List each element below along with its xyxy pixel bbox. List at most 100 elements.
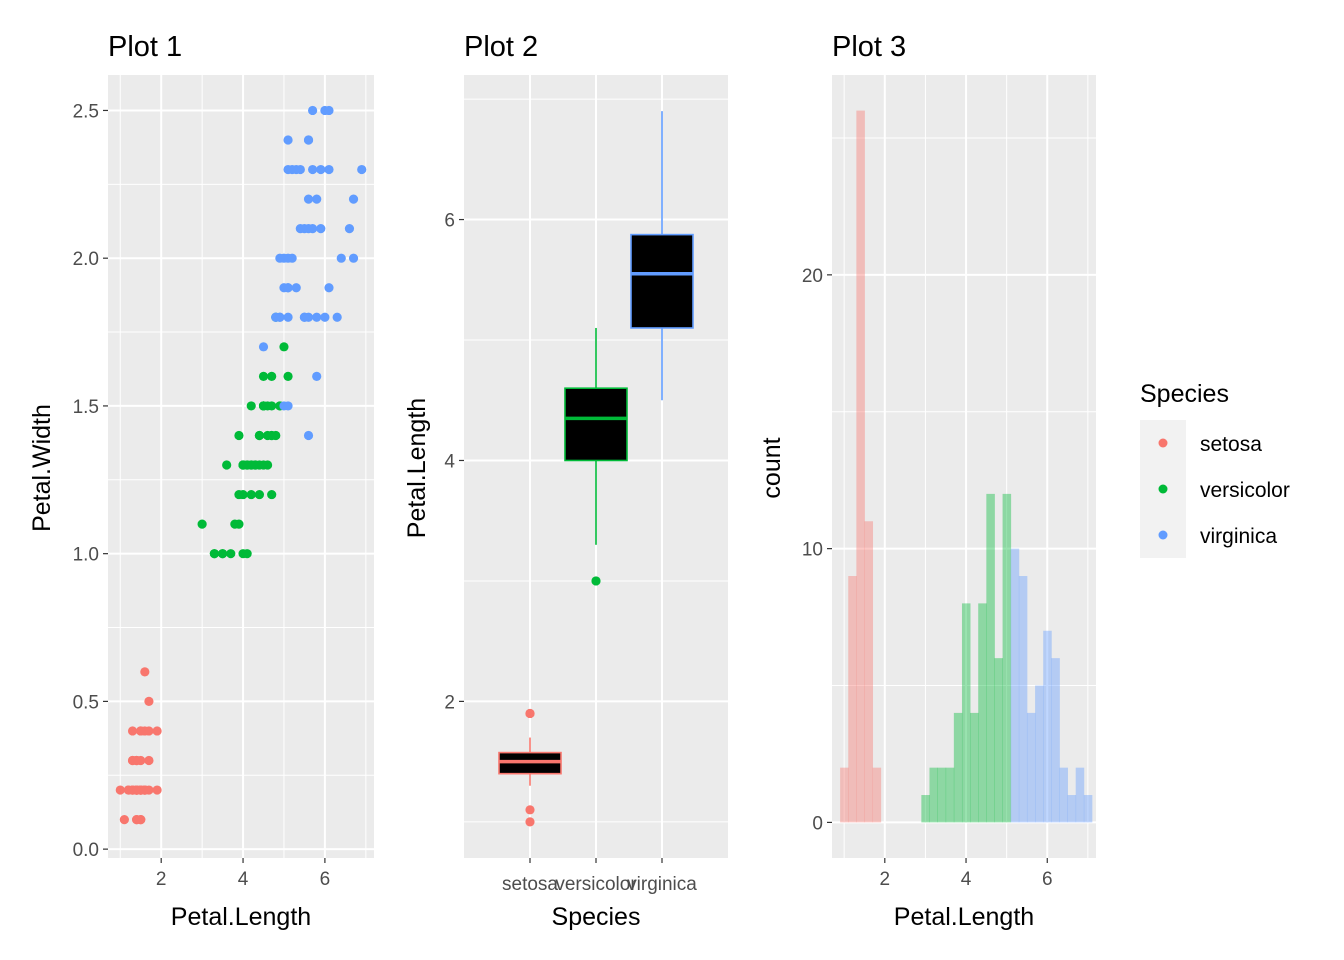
point-versicolor (246, 401, 256, 411)
plot-1: 2 4 6 0.0 0.5 1.0 1.5 2.0 2.5 Plot 1 Petal.Lengt… (28, 31, 374, 931)
plot-2-y-tick-label: 4 (444, 451, 455, 472)
plot-1-axes: 2 4 6 0.0 0.5 1.0 1.5 2.0 2.5 (73, 101, 331, 890)
point-versicolor (258, 401, 269, 411)
bar-versicolor (929, 767, 938, 823)
point-virginica (303, 224, 314, 234)
point-versicolor (267, 401, 277, 411)
legend-title: Species (1140, 380, 1229, 408)
plot-1-y-tick-label: 1.0 (73, 545, 99, 566)
legend-key-setosa (1158, 438, 1168, 448)
point-setosa (152, 726, 162, 736)
plot-3-x-tick-label: 2 (880, 869, 891, 890)
bar-virginica (1035, 685, 1044, 823)
point-virginica (303, 430, 314, 441)
plot-1-y-tick-label: 2.0 (73, 249, 99, 270)
point-setosa (144, 696, 154, 707)
plot-3: 2 4 6 0 10 20 Plot 3 Petal.Length count (758, 31, 1096, 931)
plot-3-x-tick-label: 6 (1042, 869, 1053, 890)
point-versicolor (254, 430, 265, 441)
point-versicolor (283, 371, 293, 381)
point-virginica (291, 283, 301, 293)
point-virginica (316, 224, 326, 234)
point-virginica (332, 312, 342, 322)
point-virginica (312, 312, 322, 322)
plot-3-title: Plot 3 (832, 31, 906, 63)
point-setosa (132, 755, 142, 766)
bar-versicolor (961, 603, 971, 823)
point-setosa (127, 726, 138, 736)
plot-3-y-tick-label: 20 (802, 266, 823, 287)
point-versicolor (209, 549, 219, 559)
point-versicolor (242, 460, 252, 470)
point-setosa (140, 667, 150, 677)
point-versicolor (254, 489, 265, 500)
bar-setosa (856, 110, 865, 823)
point-virginica (348, 253, 359, 263)
box-versicolor (564, 387, 628, 462)
box-virginica (630, 233, 694, 329)
legend-label-virginica: virginica (1200, 525, 1277, 548)
plot-1-y-tick-label: 0.5 (73, 692, 99, 713)
plot-2-y-axis-title: Petal.Length (403, 398, 431, 538)
bar-virginica (1075, 767, 1085, 823)
bar-versicolor (1002, 493, 1012, 823)
bar-virginica (1026, 712, 1036, 823)
bar-setosa (848, 576, 857, 823)
point-virginica (348, 194, 359, 204)
point-virginica (312, 371, 322, 381)
point-virginica (295, 164, 305, 175)
plot-3-y-tick-label: 10 (802, 540, 823, 561)
plot-2-title: Plot 2 (464, 31, 538, 63)
plot-1-x-tick-label: 4 (238, 869, 249, 890)
plot-1-y-tick-label: 2.5 (73, 101, 99, 122)
point-versicolor (263, 430, 273, 441)
point-virginica (324, 164, 334, 175)
point-versicolor (238, 489, 248, 500)
outlier-versicolor (591, 576, 601, 586)
point-setosa (115, 785, 125, 795)
outlier-setosa (525, 708, 535, 719)
point-virginica (336, 253, 346, 263)
bar-setosa (864, 521, 874, 823)
point-versicolor (230, 519, 240, 529)
point-virginica (287, 164, 297, 175)
point-setosa (132, 785, 142, 795)
point-virginica (287, 253, 297, 263)
point-virginica (271, 312, 281, 322)
point-setosa (152, 785, 162, 795)
bar-versicolor (953, 712, 963, 823)
point-versicolor (263, 460, 273, 470)
plot-1-y-tick-label: 0.0 (73, 840, 99, 861)
point-versicolor (242, 549, 252, 559)
legend-item-virginica: virginica (1158, 525, 1277, 548)
point-virginica (303, 135, 314, 145)
plot-3-y-tick-label: 0 (812, 813, 823, 834)
bar-virginica (1043, 630, 1052, 823)
plot-3-y-axis-title: count (758, 437, 786, 498)
point-setosa (136, 726, 146, 736)
point-virginica (258, 342, 269, 352)
point-versicolor (246, 489, 256, 500)
point-virginica (308, 164, 318, 175)
bar-virginica (1051, 658, 1060, 823)
legend-label-versicolor: versicolor (1200, 479, 1290, 502)
point-versicolor (267, 489, 277, 500)
point-virginica (324, 105, 334, 116)
plot-1-x-axis-title: Petal.Length (171, 903, 311, 931)
bar-virginica (1067, 795, 1077, 823)
point-virginica (295, 224, 305, 234)
legend-item-setosa: setosa (1158, 433, 1262, 456)
bar-setosa (840, 767, 849, 823)
point-versicolor (267, 371, 277, 381)
plot-3-bars (840, 110, 1093, 823)
plot-2-y-tick-label: 6 (444, 211, 455, 232)
point-versicolor (197, 519, 207, 529)
legend-item-versicolor: versicolor (1158, 479, 1290, 502)
plot-3-grid (832, 75, 1096, 858)
point-versicolor (271, 430, 281, 441)
point-versicolor (222, 460, 232, 470)
point-versicolor (217, 549, 228, 559)
bar-versicolor (945, 767, 955, 823)
